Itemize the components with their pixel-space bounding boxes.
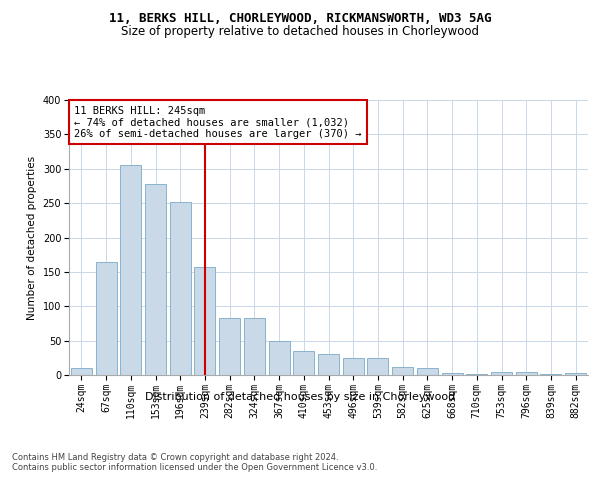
Bar: [491, 372, 512, 375]
Bar: [516, 372, 537, 375]
Text: 11, BERKS HILL, CHORLEYWOOD, RICKMANSWORTH, WD3 5AG: 11, BERKS HILL, CHORLEYWOOD, RICKMANSWOR…: [109, 12, 491, 26]
Bar: [392, 367, 413, 375]
Bar: [120, 166, 141, 375]
Bar: [367, 358, 388, 375]
Bar: [417, 368, 438, 375]
Bar: [565, 373, 586, 375]
Text: Contains HM Land Registry data © Crown copyright and database right 2024.
Contai: Contains HM Land Registry data © Crown c…: [12, 452, 377, 472]
Bar: [170, 202, 191, 375]
Text: Size of property relative to detached houses in Chorleywood: Size of property relative to detached ho…: [121, 25, 479, 38]
Bar: [343, 358, 364, 375]
Bar: [95, 262, 116, 375]
Bar: [269, 340, 290, 375]
Bar: [194, 267, 215, 375]
Bar: [244, 318, 265, 375]
Bar: [293, 351, 314, 375]
Bar: [442, 373, 463, 375]
Bar: [466, 374, 487, 375]
Bar: [541, 374, 562, 375]
Y-axis label: Number of detached properties: Number of detached properties: [27, 156, 37, 320]
Bar: [71, 368, 92, 375]
Text: Distribution of detached houses by size in Chorleywood: Distribution of detached houses by size …: [145, 392, 455, 402]
Bar: [318, 354, 339, 375]
Bar: [219, 318, 240, 375]
Bar: [145, 184, 166, 375]
Text: 11 BERKS HILL: 245sqm
← 74% of detached houses are smaller (1,032)
26% of semi-d: 11 BERKS HILL: 245sqm ← 74% of detached …: [74, 106, 362, 138]
